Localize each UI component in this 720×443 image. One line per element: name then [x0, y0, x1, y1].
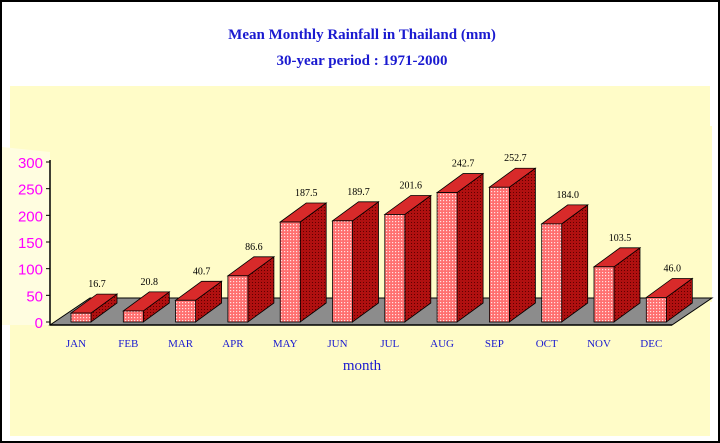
x-tick-label: MAY: [273, 338, 298, 350]
data-label: 16.7: [88, 279, 106, 290]
y-tick-label: 300: [18, 155, 43, 172]
y-tick-label: 150: [18, 235, 43, 252]
x-axis-label: month: [343, 358, 382, 374]
data-label: 189.7: [347, 187, 370, 198]
bar-apr: [226, 256, 276, 323]
x-tick-label: JUL: [380, 338, 399, 350]
bar-side: [561, 204, 589, 323]
x-tick-label: AUG: [430, 338, 454, 350]
x-tick-label: OCT: [536, 338, 558, 350]
bar-front: [645, 297, 667, 323]
x-tick-label: APR: [222, 338, 244, 350]
x-tick-label: JUN: [327, 338, 347, 350]
bar-front: [332, 220, 353, 323]
bar-front: [175, 299, 197, 323]
bar-feb: [122, 291, 171, 323]
left-wall-shade: [2, 147, 50, 325]
x-tick-label: FEB: [118, 338, 138, 350]
y-tick-label: 100: [18, 262, 43, 279]
bar-nov: [592, 247, 642, 323]
bar-front: [593, 266, 615, 323]
bar-side: [456, 172, 484, 323]
chart-subtitle: 30-year period : 1971-2000: [277, 53, 448, 69]
data-label: 201.6: [400, 180, 423, 191]
bar-jan: [69, 293, 119, 323]
bar-front: [227, 275, 249, 323]
y-tick-label: 250: [18, 182, 43, 199]
data-label: 242.7: [452, 159, 475, 170]
data-label: 184.0: [556, 190, 579, 201]
data-label: 103.5: [609, 233, 632, 244]
bar-front: [70, 312, 92, 323]
bar-jun: [331, 201, 380, 323]
x-tick-label: DEC: [640, 338, 662, 350]
data-label: 46.0: [664, 263, 682, 274]
bar-side: [404, 194, 432, 323]
bar-sep: [488, 167, 537, 323]
bar-front: [122, 310, 144, 323]
bar-front: [279, 221, 301, 323]
y-axis-ticks: 0 50 100 150 200 250 300: [18, 155, 50, 332]
y-tick-label: 200: [18, 208, 43, 225]
bar-side: [508, 167, 536, 323]
bar-series: 16.7 20.8 40.7 86.6 187.5 189.7 201.6 242.7 252.…: [69, 153, 694, 323]
chart-title: Mean Monthly Rainfall in Thailand (mm): [228, 27, 496, 43]
bar-front: [384, 214, 406, 323]
x-tick-label: JAN: [66, 338, 86, 350]
bar-side: [352, 201, 379, 323]
bar-front: [488, 186, 510, 323]
x-tick-label: SEP: [485, 338, 504, 350]
bar-may: [278, 202, 328, 323]
data-label: 20.8: [141, 277, 159, 288]
data-label: 40.7: [193, 266, 211, 277]
y-tick-label: 50: [26, 288, 43, 305]
bar-front: [541, 223, 563, 323]
bar-oct: [540, 204, 589, 323]
data-label: 86.6: [245, 242, 263, 253]
x-tick-label: NOV: [587, 338, 611, 350]
data-label: 252.7: [504, 153, 527, 164]
x-axis-ticks: JAN FEB MAR APR MAY JUN JUL AUG SEP OCT NOV DEC: [66, 338, 662, 350]
data-label: 187.5: [295, 188, 318, 199]
bar-jul: [383, 194, 433, 323]
y-tick-label: 0: [35, 315, 43, 332]
bar-front: [436, 192, 458, 323]
bar-dec: [645, 277, 694, 323]
bar-side: [299, 202, 327, 323]
x-tick-label: MAR: [168, 338, 194, 350]
bar-aug: [435, 172, 485, 323]
bar-mar: [174, 280, 223, 323]
